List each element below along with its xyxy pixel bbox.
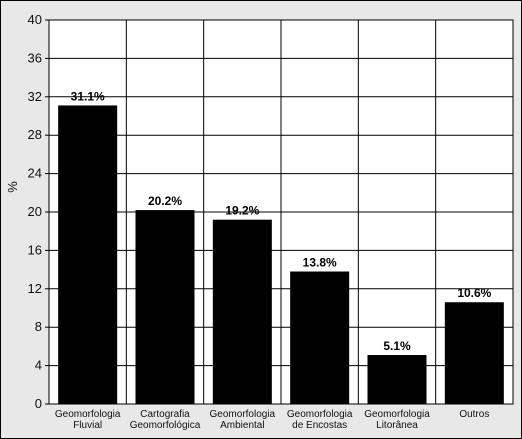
x-tick-label: Geomorfologia Fluvial	[55, 409, 121, 431]
bars	[58, 105, 504, 404]
bar	[212, 219, 272, 404]
data-label: 13.8%	[303, 256, 337, 270]
x-tick-label: Outros	[459, 409, 489, 420]
bar	[290, 271, 350, 404]
y-axis-label: %	[5, 181, 20, 193]
y-tick-label: 12	[28, 281, 42, 296]
x-tick-label: Geomorfologia Litorânea	[364, 409, 430, 431]
data-label: 19.2%	[225, 204, 259, 218]
data-labels: 31.1% 20.2% 19.2% 13.8% 5.1% 10.6%	[71, 89, 492, 353]
y-tick-label: 28	[28, 127, 42, 142]
y-tick-label: 4	[35, 358, 42, 373]
y-tick-label: 40	[28, 12, 42, 27]
data-label: 5.1%	[383, 339, 411, 353]
x-axis-categories: Geomorfologia Fluvial Cartografia Geomorfol…	[55, 409, 489, 431]
x-tick-label: Geomorfologia Ambiental	[210, 409, 276, 431]
y-tick-label: 8	[35, 319, 42, 334]
y-tick-label: 24	[28, 166, 42, 181]
bar	[444, 302, 504, 404]
y-axis-ticks: 0 4 8 12 16 20 24 28 32 36 40	[28, 12, 49, 411]
data-label: 10.6%	[457, 286, 491, 300]
x-tick-label: Cartografia Geomorfológica	[130, 409, 201, 431]
y-tick-label: 32	[28, 89, 42, 104]
y-tick-label: 20	[28, 204, 42, 219]
data-label: 31.1%	[71, 89, 105, 103]
bar	[367, 355, 427, 404]
data-label: 20.2%	[148, 194, 182, 208]
bar	[58, 105, 118, 404]
grid-lines	[49, 19, 513, 404]
y-tick-label: 36	[28, 50, 42, 65]
y-tick-label: 0	[35, 396, 42, 411]
bar	[135, 210, 195, 404]
x-tick-label: Geomorfologia de Encostas	[287, 409, 353, 431]
y-tick-label: 16	[28, 242, 42, 257]
